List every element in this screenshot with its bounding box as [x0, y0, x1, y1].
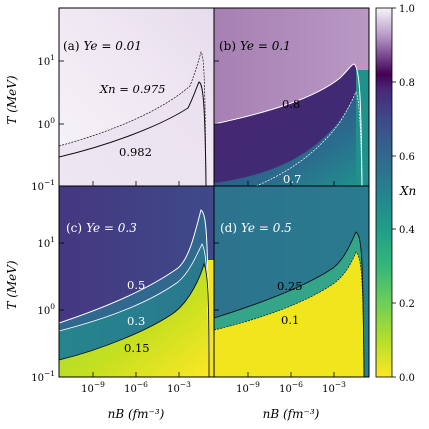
- colorbar-tick-2: 0.4: [399, 225, 415, 236]
- y-tick-label-bottom-10e0: 100: [37, 302, 55, 317]
- y-tick-label-bottom-10e-1: 10−1: [31, 369, 55, 384]
- x-axis-label-right: nB (fm⁻³): [263, 407, 320, 421]
- panel-b-contour-07: [255, 91, 363, 186]
- colorbar-label: Xn: [399, 184, 416, 198]
- panel-c: [59, 186, 214, 377]
- panel-a: [59, 8, 214, 186]
- colorbar-gradient: [375, 7, 393, 378]
- y-tick-label-top-10e1: 101: [37, 53, 55, 68]
- x-tick-label-d-10e-6: 10−6: [279, 380, 303, 395]
- panel-c-contour-015: [59, 262, 210, 377]
- panel-d-contour-label-01: 0.1: [281, 313, 299, 327]
- panel-a-contour-label-0975: Xn = 0.975: [99, 82, 165, 96]
- y-tick-label-top-10e-1: 10−1: [31, 178, 55, 193]
- panel-c-contour-label-03: 0.3: [127, 314, 145, 328]
- x-tick-label-c-10e-9: 10−9: [81, 380, 105, 395]
- panel-b-contour-label-08: 0.8: [282, 97, 300, 111]
- x-ticks: [92, 181, 335, 377]
- y-axis-label-top: T (MeV): [5, 75, 19, 125]
- panel-d-label: (d) Ye = 0.5: [220, 221, 292, 235]
- colorbar-tick-1: 0.2: [399, 299, 415, 310]
- colorbar: 0.0 0.2 0.4 0.6 0.8 1.0 Xn: [375, 4, 416, 384]
- y-axis-label-bottom: T (MeV): [5, 260, 19, 310]
- x-tick-label-c-10e-6: 10−6: [124, 380, 148, 395]
- panel-c-contour-label-015: 0.15: [124, 341, 150, 355]
- panel-d-contour-label-025: 0.25: [277, 279, 303, 293]
- panel-b-label: (b) Ye = 0.1: [219, 39, 291, 53]
- panel-d-frame: [213, 185, 370, 378]
- colorbar-tick-4: 0.8: [399, 78, 415, 89]
- panel-b-contour-08: [214, 63, 363, 186]
- panel-a-contour-0975: [59, 51, 207, 186]
- colorbar-tick-0: 0.0: [399, 373, 415, 384]
- panel-b: [214, 8, 369, 186]
- panel-a-contour-0982: [59, 81, 207, 186]
- x-tick-label-d-10e-3: 10−3: [322, 380, 346, 395]
- colorbar-tick-3: 0.6: [399, 152, 415, 163]
- panel-d-contour-025: [214, 231, 365, 377]
- panel-c-label: (c) Ye = 0.3: [66, 221, 137, 235]
- panel-c-contour-label-05: 0.5: [127, 278, 145, 292]
- panel-a-label: (a) Ye = 0.01: [63, 39, 142, 53]
- x-tick-label-d-10e-9: 10−9: [236, 380, 260, 395]
- panel-d-contour-01: [214, 251, 365, 377]
- panel-b-contour-label-07: 0.7: [283, 172, 301, 186]
- x-tick-label-c-10e-3: 10−3: [167, 380, 191, 395]
- colorbar-tick-5: 1.0: [399, 4, 415, 15]
- panel-a-contour-label-0982: 0.982: [119, 145, 152, 159]
- y-ticks: [59, 60, 219, 311]
- y-tick-label-bottom-10e1: 101: [37, 235, 55, 250]
- x-axis-label-left: nB (fm⁻³): [108, 407, 165, 421]
- panel-c-contour-05: [59, 209, 210, 377]
- y-tick-label-top-10e0: 100: [37, 116, 55, 131]
- panel-d: [214, 186, 369, 377]
